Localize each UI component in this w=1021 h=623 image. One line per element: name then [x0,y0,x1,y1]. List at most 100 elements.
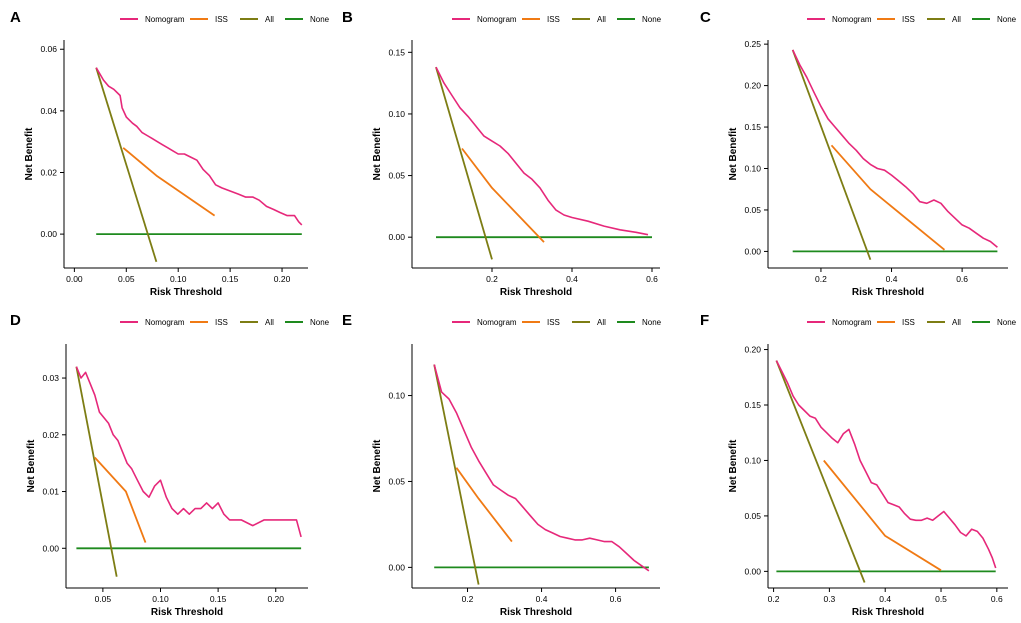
x-tick-label: 0.6 [610,594,622,604]
x-tick-label: 0.2 [768,594,780,604]
panel-letter: B [342,9,353,26]
x-tick-label: 0.15 [210,594,227,604]
x-tick-label: 0.2 [486,274,498,284]
series-line-iss [823,459,942,572]
x-tick-label: 0.05 [95,594,112,604]
y-tick-label: 0.00 [388,232,405,242]
series-line-iss [122,147,216,217]
y-tick-label: 0.00 [388,562,405,572]
x-tick-label: 0.2 [815,274,827,284]
y-tick-label: 0.04 [40,106,57,116]
legend-label-none: None [310,15,330,24]
x-tick-label: 0.00 [66,274,83,284]
y-tick-label: 0.03 [42,373,59,383]
x-tick-label: 0.10 [152,594,169,604]
y-axis-title: Net Benefit [24,127,35,180]
series-line-iss [94,456,147,543]
legend-label-nomogram: Nomogram [832,15,872,24]
y-tick-label: 0.06 [40,44,57,54]
legend-label-all: All [952,318,961,327]
series-line-all [75,366,118,577]
series-line-all [775,360,866,583]
x-tick-label: 0.05 [118,274,135,284]
y-tick-label: 0.00 [40,229,57,239]
x-axis-title: Risk Threshold [500,287,572,298]
y-tick-label: 0.15 [744,122,761,132]
y-tick-label: 0.05 [388,171,405,181]
series-line-iss [461,147,545,243]
y-tick-label: 0.25 [744,39,761,49]
y-tick-label: 0.10 [744,164,761,174]
x-axis-title: Risk Threshold [150,287,222,298]
y-axis-title: Net Benefit [372,127,383,180]
panel-B: B Nomogram ISS All None 0.00 0.05 0.10 0.15 0.2 0.… [342,9,662,298]
series-line-iss [455,467,513,543]
legend-label-iss: ISS [902,15,915,24]
legend-label-nomogram: Nomogram [477,318,517,327]
y-tick-label: 0.20 [744,81,761,91]
x-tick-label: 0.6 [646,274,658,284]
x-axis-title: Risk Threshold [852,287,924,298]
series-line-nomogram [791,49,998,248]
series-line-nomogram [433,364,650,572]
series-line-nomogram [435,66,649,236]
panel-letter: D [10,312,21,329]
series-line-nomogram [75,366,302,538]
legend-label-none: None [642,15,662,24]
x-tick-label: 0.6 [956,274,968,284]
y-tick-label: 0.02 [40,167,57,177]
x-axis-title: Risk Threshold [852,607,924,618]
x-tick-label: 0.10 [170,274,187,284]
x-tick-label: 0.4 [566,274,578,284]
y-tick-label: 0.10 [388,109,405,119]
x-tick-label: 0.2 [462,594,474,604]
y-axis-title: Net Benefit [372,439,383,492]
legend-label-iss: ISS [547,15,560,24]
legend-label-nomogram: Nomogram [145,15,185,24]
panel-letter: F [700,312,709,329]
x-tick-label: 0.5 [935,594,947,604]
panel-D: D Nomogram ISS All None 0.00 0.01 0.02 0.03 0.05 0… [10,312,330,618]
x-tick-label: 0.15 [222,274,239,284]
legend-label-nomogram: Nomogram [477,15,517,24]
panel-letter: A [10,9,21,26]
panel-C: C Nomogram ISS All None 0.00 0.05 0.10 0.15 0.20 0… [700,9,1017,298]
x-tick-label: 0.3 [823,594,835,604]
legend-label-none: None [310,318,330,327]
legend-label-none: None [997,318,1017,327]
legend-label-all: All [952,15,961,24]
panel-A: A Nomogram ISS All None 0.00 0.02 0.04 0.06 0.00 0… [10,9,330,298]
x-tick-label: 0.6 [991,594,1003,604]
y-tick-label: 0.00 [744,246,761,256]
panel-F: F Nomogram ISS All None 0.00 0.05 0.10 0.15 0.20 0… [700,312,1017,618]
series-line-all [433,364,480,585]
y-tick-label: 0.00 [744,566,761,576]
legend-label-iss: ISS [902,318,915,327]
legend-label-nomogram: Nomogram [145,318,185,327]
x-tick-label: 0.20 [274,274,291,284]
legend-label-all: All [265,318,274,327]
series-line-all [435,66,493,260]
series-line-nomogram [775,360,997,569]
panel-letter: E [342,312,352,329]
x-axis-title: Risk Threshold [500,607,572,618]
legend-label-all: All [597,318,606,327]
y-tick-label: 0.05 [388,476,405,486]
y-tick-label: 0.10 [744,455,761,465]
legend-label-iss: ISS [215,15,228,24]
panel-letter: C [700,9,711,26]
series-line-iss [830,144,946,251]
legend-label-nomogram: Nomogram [832,318,872,327]
panel-E: E Nomogram ISS All None 0.00 0.05 0.10 0.2 0.4 0.6… [342,312,662,618]
y-tick-label: 0.05 [744,511,761,521]
legend-label-none: None [642,318,662,327]
y-tick-label: 0.05 [744,205,761,215]
x-tick-label: 0.4 [879,594,891,604]
series-line-all [791,49,872,261]
legend-label-iss: ISS [215,318,228,327]
legend-label-iss: ISS [547,318,560,327]
legend-label-all: All [265,15,274,24]
legend-label-all: All [597,15,606,24]
x-tick-label: 0.4 [536,594,548,604]
x-axis-title: Risk Threshold [151,607,223,618]
